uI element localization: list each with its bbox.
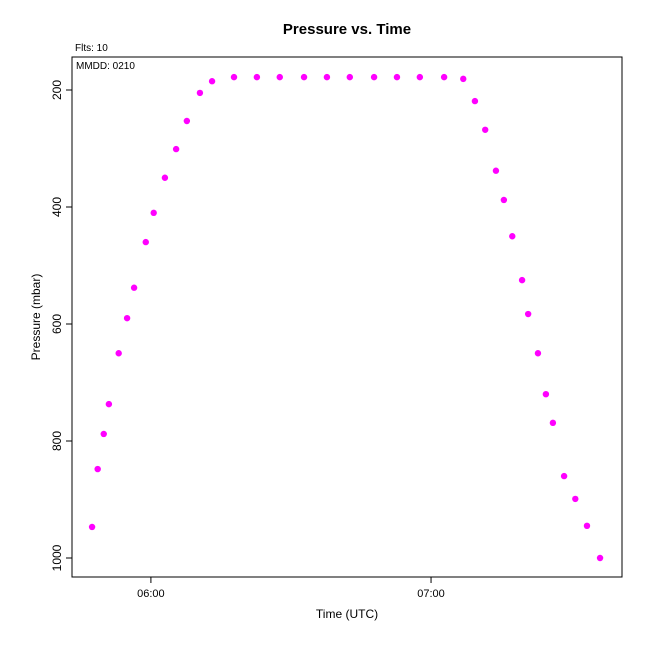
plot-frame (71, 56, 623, 578)
point (596, 554, 604, 562)
point (560, 472, 568, 480)
point (208, 78, 216, 85)
point (471, 97, 479, 105)
point (196, 89, 204, 97)
y-tick-label: 200 (50, 80, 64, 100)
annotation: MMDD: 0210 (76, 61, 135, 72)
point (100, 430, 107, 438)
x-axis-label: Time (UTC) (316, 607, 378, 621)
x-tick-label: 07:00 (417, 588, 445, 600)
point (509, 233, 516, 240)
point (161, 174, 169, 181)
point (142, 238, 149, 246)
point (534, 350, 542, 357)
y-tick-label: 600 (50, 314, 64, 334)
point (115, 350, 122, 357)
point (572, 495, 579, 503)
point (492, 167, 500, 174)
subtitle: Flts: 10 (75, 43, 108, 54)
point (253, 73, 261, 81)
point (130, 284, 138, 291)
y-tick-label: 400 (50, 197, 64, 217)
point (482, 126, 489, 133)
point (300, 73, 308, 81)
y-tick-label: 1000 (50, 544, 64, 571)
point (276, 73, 283, 81)
point (88, 523, 96, 531)
point (94, 465, 101, 473)
point (416, 73, 424, 81)
point (346, 73, 354, 81)
point (542, 390, 550, 398)
point (323, 73, 331, 81)
point (105, 400, 113, 408)
point (393, 73, 401, 81)
point (460, 75, 467, 83)
point (123, 314, 131, 322)
chart-title: Pressure vs. Time (283, 21, 411, 38)
point (150, 209, 157, 217)
point (440, 73, 448, 81)
point (549, 419, 557, 427)
point (183, 117, 191, 125)
point (583, 522, 591, 530)
x-tick-label: 06:00 (137, 588, 165, 600)
point (370, 73, 378, 81)
y-tick-label: 800 (50, 431, 64, 451)
point (172, 145, 180, 153)
point (524, 310, 532, 318)
point (518, 276, 526, 284)
point (230, 73, 238, 81)
y-axis-label: Pressure (mbar) (29, 274, 43, 361)
point (500, 196, 508, 204)
